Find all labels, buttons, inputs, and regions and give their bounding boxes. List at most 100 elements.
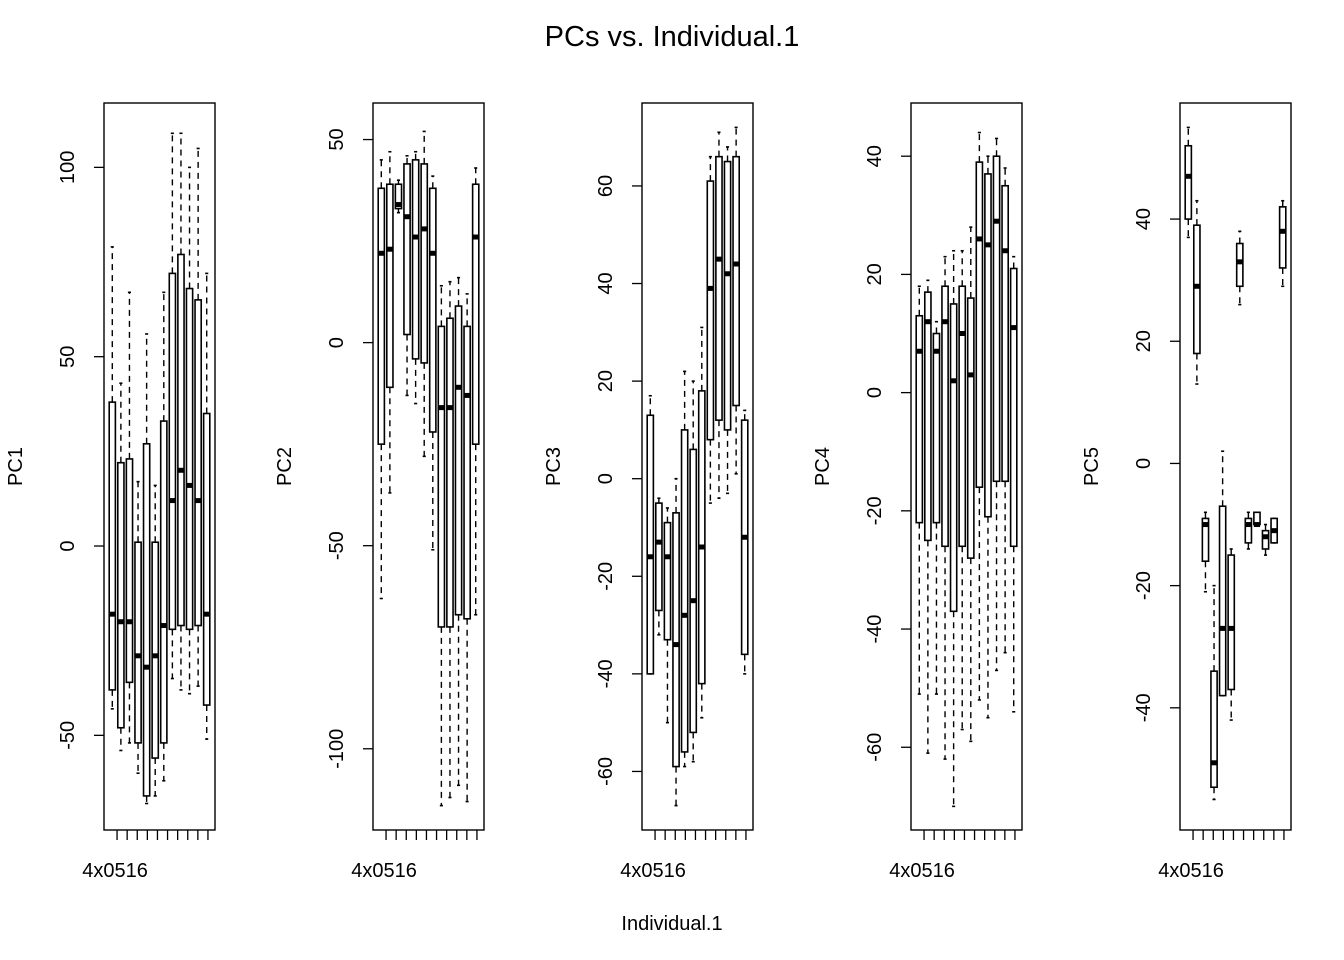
y-tick-label: 100 <box>57 151 79 184</box>
box-body <box>697 390 706 685</box>
panel-pc2: -100 -50 0 50 PC2 4x0516 <box>274 102 485 882</box>
box-body <box>1235 242 1244 288</box>
x-tick-label: 4x0516 <box>889 860 955 882</box>
box-body <box>958 285 967 548</box>
box <box>134 480 142 775</box>
box <box>740 409 749 675</box>
box-body <box>134 541 142 744</box>
x-tick-label: 4x0516 <box>82 860 148 882</box>
y-axis-label: PC5 <box>1081 447 1103 486</box>
box <box>385 150 394 494</box>
box-body <box>394 183 403 210</box>
box <box>1192 199 1201 385</box>
box <box>680 370 689 768</box>
box <box>142 333 151 805</box>
y-tick-label: 0 <box>595 473 617 484</box>
box-body <box>116 461 125 729</box>
box-body <box>923 291 932 542</box>
box <box>958 249 967 731</box>
y-tick-label: -20 <box>1133 571 1155 600</box>
box <box>1270 517 1279 544</box>
box-body <box>949 303 958 613</box>
box <box>1253 511 1261 528</box>
x-tick-label: 4x0516 <box>1158 860 1224 882</box>
box <box>715 131 723 500</box>
y-tick-label: 20 <box>595 370 617 392</box>
box-body <box>446 317 454 628</box>
y-tick-label: 0 <box>864 387 886 398</box>
y-axis-label: PC1 <box>5 447 27 486</box>
box-body <box>1218 505 1227 697</box>
box-body <box>454 305 463 616</box>
box <box>168 132 177 680</box>
box-body <box>975 161 984 488</box>
box <box>194 147 203 687</box>
y-tick-label: -100 <box>326 729 348 769</box>
box-body <box>932 332 941 524</box>
y-tick-label: 50 <box>57 346 79 368</box>
box <box>697 326 706 719</box>
y-tick-label: -60 <box>864 733 886 762</box>
box <box>689 380 698 763</box>
box-body <box>1192 224 1201 355</box>
box-body <box>984 173 992 518</box>
y-tick-label: -50 <box>57 721 79 750</box>
box <box>646 394 655 675</box>
box-body <box>385 183 394 389</box>
box-body <box>1001 184 1010 483</box>
y-tick-label: 50 <box>326 128 348 150</box>
y-axis-label: PC2 <box>274 447 296 486</box>
box-body <box>125 458 134 684</box>
box-body <box>1227 554 1236 691</box>
box <box>1235 230 1244 306</box>
panels: -50050100PC14x0516-100-50050PC24x0516-60… <box>5 102 1292 882</box>
y-tick-label: -20 <box>864 496 886 525</box>
box <box>394 179 403 214</box>
box-body <box>646 414 655 675</box>
y-tick-label: 0 <box>57 540 79 551</box>
y-tick-label: 20 <box>864 263 886 285</box>
box <box>1210 584 1218 801</box>
box <box>202 272 211 740</box>
box-body <box>1184 144 1193 220</box>
y-tick-label: 0 <box>326 337 348 348</box>
box <box>420 130 429 458</box>
box-body <box>411 159 420 360</box>
box-body <box>463 325 472 620</box>
box <box>159 291 168 782</box>
box-body <box>992 155 1001 483</box>
box <box>454 276 463 787</box>
box-body <box>966 297 975 559</box>
box-body <box>159 420 168 744</box>
box <box>1244 511 1253 550</box>
box <box>706 155 715 504</box>
box <box>471 167 480 616</box>
box <box>185 166 194 695</box>
box-body <box>1261 529 1270 550</box>
plot-frame <box>1179 102 1292 831</box>
box-body <box>202 412 211 706</box>
box <box>1261 523 1270 556</box>
box-body <box>689 448 698 734</box>
y-axis-label: PC4 <box>812 447 834 486</box>
box <box>723 146 732 495</box>
box <box>446 280 454 799</box>
plot-frame <box>910 102 1023 831</box>
box-body <box>1201 517 1210 562</box>
box <box>949 249 958 808</box>
box <box>437 284 446 807</box>
box <box>984 155 992 719</box>
box-body <box>1244 517 1253 544</box>
box-body <box>680 429 689 753</box>
panel-pc4: -60 -40 -20 0 20 40 PC4 4x0516 <box>812 102 1023 882</box>
box <box>1218 450 1227 697</box>
box <box>1184 126 1193 239</box>
box-body <box>732 155 741 407</box>
box <box>108 246 117 710</box>
box-body <box>663 521 672 641</box>
box <box>177 132 185 691</box>
box <box>966 226 975 743</box>
y-tick-label: 40 <box>595 272 617 294</box>
box <box>915 285 924 695</box>
